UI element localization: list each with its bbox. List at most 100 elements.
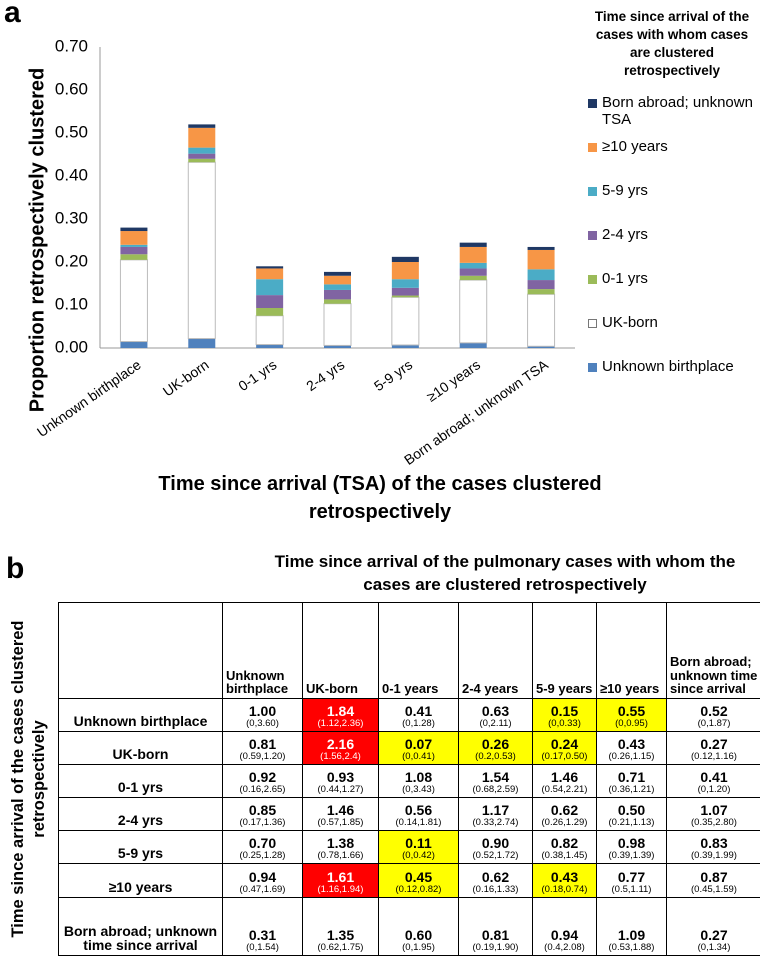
- table-cell: 0.90 (0.52,1.72): [458, 830, 533, 864]
- cell-value: 1.17: [481, 802, 510, 819]
- bar-segment: [391, 296, 420, 346]
- cell-ci: (0.21,1.13): [608, 817, 655, 829]
- table-cell: 1.46 (0.54,2.21): [532, 764, 597, 798]
- legend-swatch: [588, 143, 597, 152]
- cell-value: 0.85: [248, 802, 277, 819]
- row-label: Unknown birthplace: [58, 698, 223, 732]
- cell-value: 0.15: [550, 703, 579, 720]
- table-cell: 0.43 (0.26,1.15): [596, 731, 667, 765]
- cell-ci: (0.52,1.72): [472, 850, 519, 862]
- row-label: 2-4 yrs: [58, 797, 223, 831]
- table-cell: 0.82 (0.38,1.45): [532, 830, 597, 864]
- cell-ci: (0.17,1.36): [239, 817, 286, 829]
- column-header: UK-born: [302, 602, 379, 699]
- cell-value: 0.94: [248, 869, 277, 886]
- cell-ci: (0.18,0.74): [541, 884, 588, 896]
- table-row: UK-born 0.81 (0.59,1.20) 2.16 (1.56,2.4) 0.07…: [58, 731, 760, 765]
- bar-segment: [527, 249, 555, 270]
- cell-ci: (0,3.60): [246, 718, 279, 730]
- bar-segment: [188, 124, 216, 128]
- cell-value: 1.46: [326, 802, 355, 819]
- bar-segment: [120, 227, 148, 232]
- bar-segment: [256, 279, 284, 296]
- x-axis-title: Time since arrival (TSA) of the cases cl…: [158, 473, 602, 523]
- row-label: UK-born: [58, 731, 223, 765]
- table-row: 2-4 yrs 0.85 (0.17,1.36) 1.46 (0.57,1.85) 0.5…: [58, 797, 760, 831]
- table-cell: 0.70 (0.25,1.28): [222, 830, 303, 864]
- table-cell: 0.62 (0.16,1.33): [458, 863, 533, 898]
- cell-value: 0.62: [550, 802, 579, 819]
- cell-ci: (0,2.11): [479, 718, 512, 730]
- legend-swatch: [588, 231, 597, 240]
- table-cell: 0.27 (0.12,1.16): [666, 731, 760, 765]
- panel-label: b: [6, 552, 25, 585]
- cell-ci: (0.17,0.50): [541, 751, 588, 763]
- cell-ci: (0.19,1.90): [472, 942, 519, 954]
- bar-segment: [391, 262, 419, 280]
- table-cell: 0.41 (0,1.20): [666, 764, 760, 798]
- cell-ci: (0.35,2.80): [691, 817, 737, 829]
- table-cell: 0.94 (0.4,2.08): [532, 897, 597, 956]
- cell-ci: (0.39,1.39): [608, 850, 655, 862]
- y-tick-label: 0.50: [55, 122, 88, 141]
- cell-ci: (0.4,2.08): [544, 942, 585, 954]
- y-tick-label: 0.40: [55, 165, 88, 184]
- legend-title: Time since arrival of the cases with who…: [594, 9, 750, 78]
- bar-segment: [527, 280, 555, 290]
- legend-swatch: [588, 187, 597, 196]
- y-axis-title: Proportion retrospectively clustered: [26, 68, 48, 413]
- cell-ci: (0,0.33): [548, 718, 581, 730]
- table-cell: 0.63 (0,2.11): [458, 698, 533, 732]
- cell-ci: (0,1.87): [697, 718, 731, 730]
- cell-ci: (0.44,1.27): [317, 784, 364, 796]
- bar-segment: [188, 338, 216, 348]
- table-cell: 0.45 (0.12,0.82): [378, 863, 459, 898]
- table-cell: 0.50 (0.21,1.13): [596, 797, 667, 831]
- cell-ci: (0.62,1.75): [317, 942, 364, 954]
- bar-segment: [324, 299, 351, 304]
- row-label: 5-9 yrs: [58, 830, 223, 864]
- table-cell: 2.16 (1.56,2.4): [302, 731, 379, 765]
- table-cell: 0.94 (0.47,1.69): [222, 863, 303, 898]
- bar-segment: [187, 161, 216, 340]
- cell-value: 1.08: [404, 769, 433, 786]
- table-cell: 1.54 (0.68,2.59): [458, 764, 533, 798]
- x-tick-label: UK-born: [160, 356, 212, 399]
- table-cell: 0.27 (0,1.34): [666, 897, 760, 956]
- bar-segment: [324, 284, 351, 290]
- legend-item: 0-1 yrs: [584, 270, 760, 314]
- column-header: 5-9 years: [532, 602, 597, 699]
- legend-swatch: [588, 275, 597, 284]
- bar-segment: [256, 344, 284, 348]
- bar-segment: [391, 295, 419, 298]
- x-tick-label: Unknown birthplace: [34, 356, 144, 440]
- column-header: 2-4 years: [458, 602, 533, 699]
- table-cell: 0.41 (0,1.28): [378, 698, 459, 732]
- cell-ci: (0.39,1.99): [691, 850, 737, 862]
- cell-ci: (0.26,1.29): [541, 817, 588, 829]
- cell-ci: (0,1.54): [246, 942, 279, 954]
- cell-ci: (0.59,1.20): [239, 751, 286, 763]
- bar-segment: [459, 246, 487, 263]
- bar-segment: [119, 259, 148, 343]
- row-label: 0-1 yrs: [58, 764, 223, 798]
- table-cell: 1.00 (0,3.60): [222, 698, 303, 732]
- table-cell: 0.07 (0,0.41): [378, 731, 459, 765]
- cell-value: 0.56: [404, 802, 433, 819]
- legend-item: Born abroad; unknown TSA: [584, 94, 760, 138]
- table-cell: 0.55 (0,0.95): [596, 698, 667, 732]
- table-cell: 1.84 (1.12,2.36): [302, 698, 379, 732]
- legend-label: Born abroad; unknown TSA: [602, 94, 753, 128]
- cell-value: 0.50: [617, 802, 646, 819]
- cell-ci: (0,3.43): [402, 784, 435, 796]
- legend-item: ≥10 years: [584, 138, 760, 182]
- cell-ci: (1.12,2.36): [317, 718, 364, 730]
- table-cell: 0.62 (0.26,1.29): [532, 797, 597, 831]
- cell-value: 0.83: [700, 835, 728, 852]
- cell-ci: (0,1.20): [697, 784, 731, 796]
- bar-segment: [527, 346, 555, 348]
- cell-value: 0.70: [248, 835, 277, 852]
- cell-value: 0.52: [700, 703, 728, 720]
- cell-value: 0.92: [248, 769, 277, 786]
- header-cell: [58, 602, 223, 699]
